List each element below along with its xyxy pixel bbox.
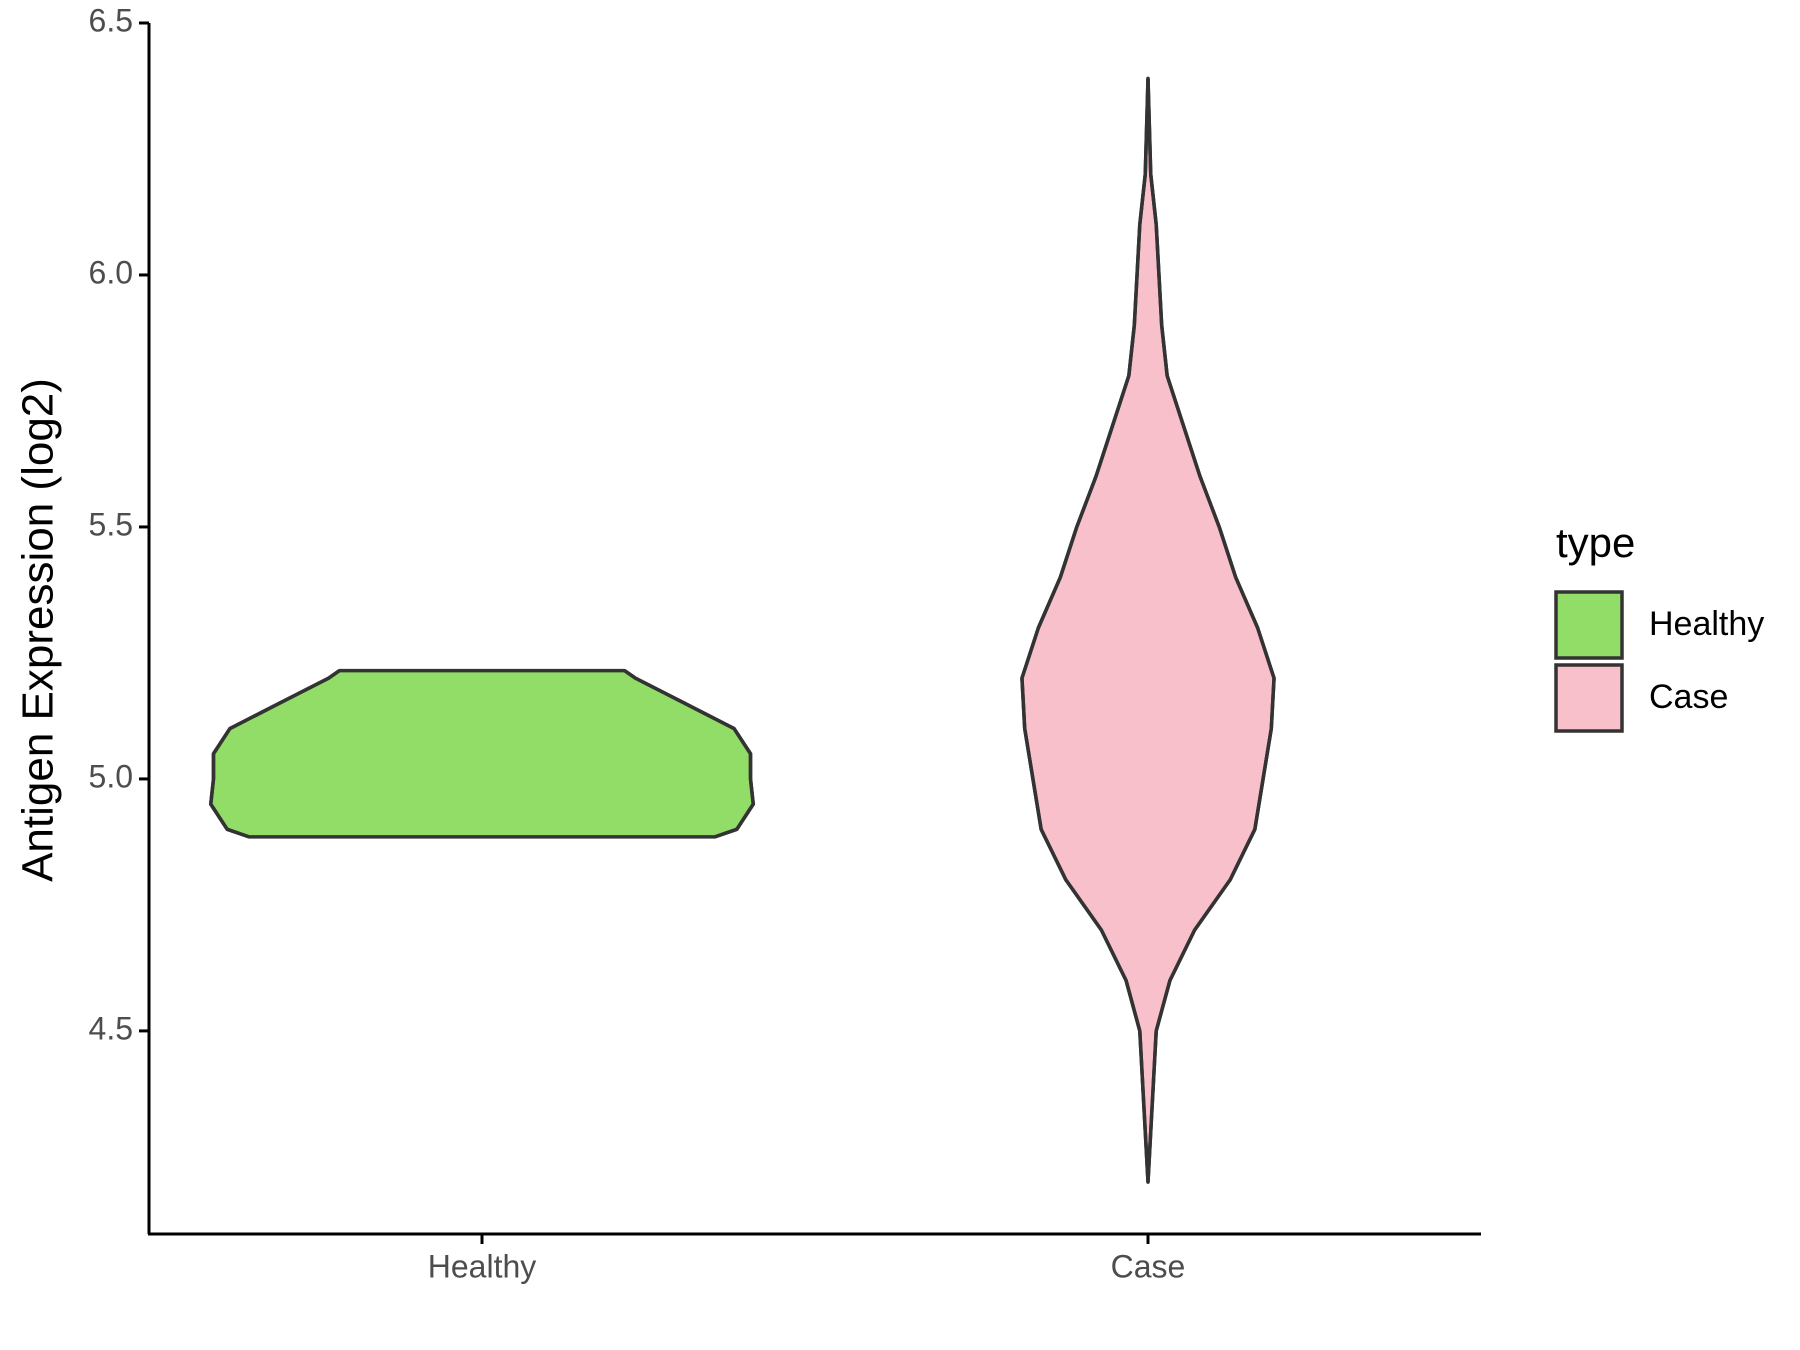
- violin-body: [1020, 76, 1276, 1184]
- violin-left-edge: [1020, 78, 1150, 1183]
- y-tick-label: 6.5: [89, 2, 133, 38]
- legend-key: [1554, 590, 1624, 660]
- x-tick-label: Case: [1111, 1248, 1186, 1284]
- legend-key: [1554, 663, 1624, 733]
- y-axis-title: Antigen Expression (log2): [14, 378, 63, 882]
- y-tick-label: 6.0: [89, 254, 133, 290]
- legend-label: Case: [1649, 678, 1728, 716]
- legend-title: type: [1556, 519, 1635, 566]
- y-tick-label: 5.0: [89, 758, 133, 794]
- violin-left-edge: [208, 669, 341, 839]
- violin-right-edge: [1146, 78, 1276, 1183]
- y-tick-label: 5.5: [89, 506, 133, 542]
- legend-label: Healthy: [1649, 605, 1764, 643]
- y-tick-label: 4.5: [89, 1010, 133, 1046]
- violin-right-edge: [623, 669, 756, 839]
- x-tick-label: Healthy: [428, 1248, 537, 1284]
